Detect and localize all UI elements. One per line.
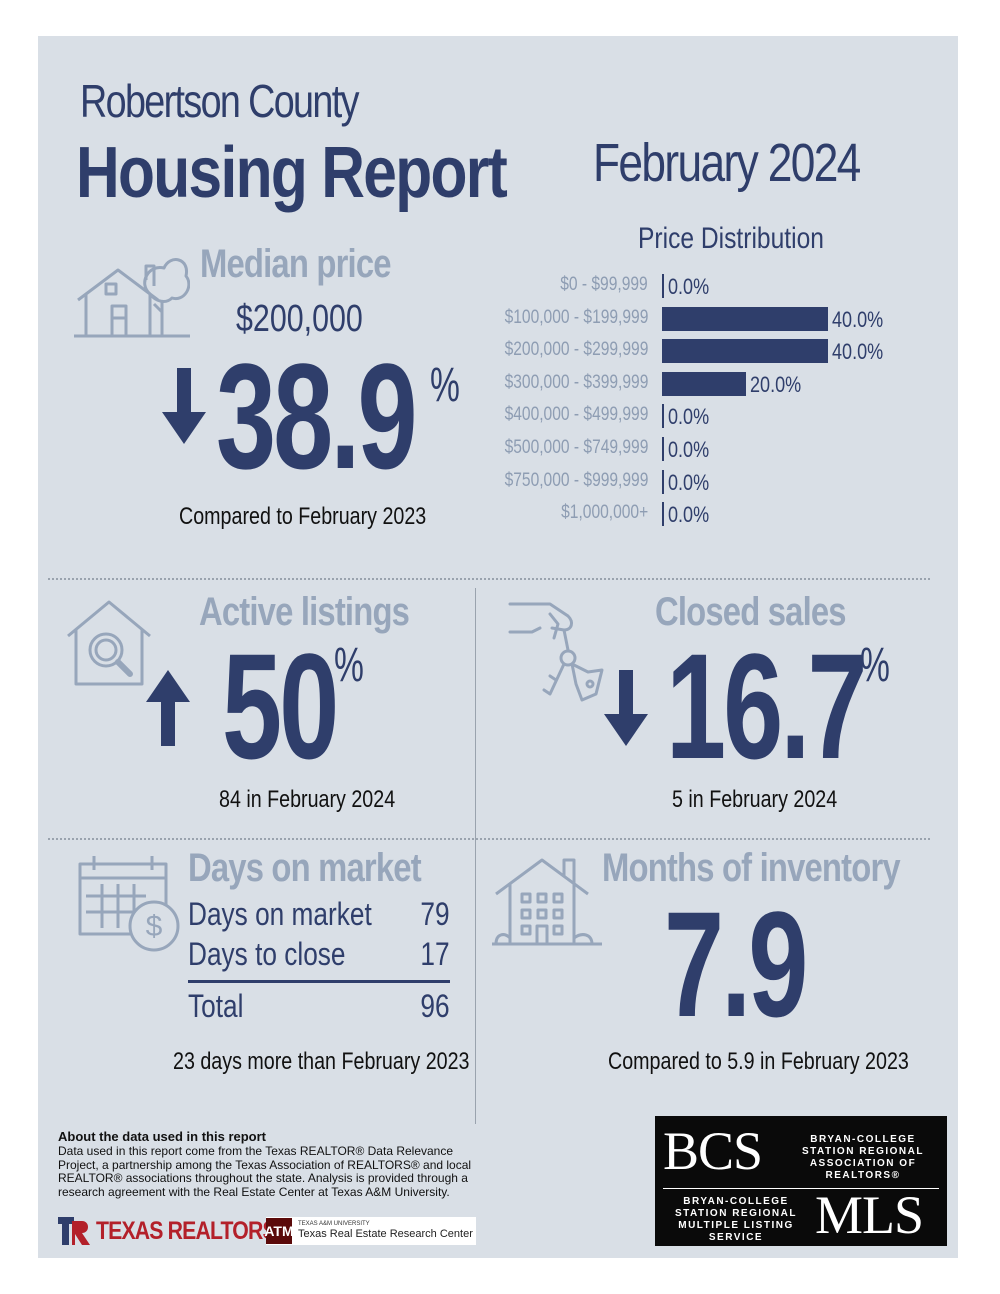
divider-vertical [475, 588, 476, 1124]
price-bar [664, 339, 828, 364]
price-bar-row: $100,000 - $199,999 40.0% [418, 305, 938, 335]
price-bar-value: 0.0% [668, 437, 710, 462]
median-price-change: 38.9 [216, 332, 418, 500]
months-inventory-caption: Compared to 5.9 in February 2023 [608, 1048, 909, 1075]
texas-realtors-logo: TEXAS REALTORS [58, 1216, 308, 1246]
house-tree-icon [74, 258, 190, 338]
report-title: Housing Report [76, 133, 508, 213]
house-search-icon [67, 600, 151, 686]
price-bar [664, 371, 746, 396]
price-bar-label: $500,000 - $749,999 [504, 437, 648, 458]
county-title: Robertson County [80, 75, 359, 127]
active-listings-change-unit: % [334, 639, 364, 692]
bcs-text: BCS [663, 1121, 763, 1181]
hand-keys-icon [508, 602, 604, 702]
price-bar-row: $500,000 - $749,999 0.0% [418, 435, 938, 465]
arrow-down-icon [162, 368, 206, 444]
total-value: 96 [420, 988, 450, 1024]
price-bar-row: $200,000 - $299,999 40.0% [418, 337, 938, 367]
price-bar-label: $100,000 - $199,999 [504, 306, 648, 328]
price-bar-row: $0 - $99,999 0.0% [418, 272, 938, 302]
bcs-logo-divider [663, 1188, 939, 1189]
price-bar-value: 0.0% [668, 274, 710, 299]
price-bar-label: $1,000,000+ [560, 502, 648, 524]
active-listings-change: 50 [222, 622, 339, 790]
price-bar-value: 0.0% [668, 469, 710, 495]
total-divider [188, 980, 450, 983]
median-price-value: $200,000 [236, 298, 363, 340]
price-bar-row: $300,000 - $399,999 20.0% [418, 370, 938, 400]
price-distribution-title: Price Distribution [638, 222, 824, 255]
bcs-mls-logo: BCS BRYAN-COLLEGE STATION REGIONAL ASSOC… [655, 1116, 947, 1246]
price-bar-axis [662, 274, 664, 298]
dom-row-value: 79 [420, 896, 450, 932]
price-bar-row: $400,000 - $499,999 0.0% [418, 402, 938, 432]
price-bar-value: 20.0% [750, 371, 802, 397]
price-bar-axis [662, 469, 664, 494]
closed-sales-label: Closed sales [655, 590, 847, 634]
months-inventory-label: Months of inventory [602, 846, 901, 890]
about-text: Data used in this report come from the T… [58, 1144, 472, 1199]
apartment-building-icon [492, 858, 602, 946]
report-panel: Robertson County Housing Report February… [38, 36, 958, 1258]
texas-realtors-text: TEXAS REALTORS [96, 1216, 277, 1245]
price-bar-axis [662, 306, 664, 331]
tamu-center-text: Texas Real Estate Research Center [298, 1228, 473, 1240]
tamu-logo: ATM TEXAS A&M UNIVERSITY Texas Real Esta… [264, 1217, 476, 1245]
calendar-dollar-icon: $ [78, 856, 180, 952]
price-bar-value: 0.0% [668, 502, 710, 528]
days-on-market-label: Days on market [188, 846, 422, 890]
days-on-market-caption: 23 days more than February 2023 [173, 1048, 470, 1075]
bcs-association-text: BRYAN-COLLEGE STATION REGIONAL ASSOCIATI… [802, 1134, 924, 1181]
closed-sales-caption: 5 in February 2024 [672, 786, 838, 813]
price-bar-label: $750,000 - $999,999 [504, 469, 648, 491]
arrow-up-icon [146, 670, 190, 746]
price-bar-label: $300,000 - $399,999 [504, 371, 648, 393]
dtc-row-label: Days to close [188, 936, 346, 972]
price-bar-label: $400,000 - $499,999 [504, 404, 648, 426]
closed-sales-change-unit: % [860, 639, 890, 692]
arrow-down-icon [604, 670, 648, 746]
price-bar-axis [662, 371, 664, 396]
price-bar-row: $1,000,000+ 0.0% [418, 500, 938, 530]
mls-description-text: BRYAN-COLLEGE STATION REGIONAL MULTIPLE … [675, 1196, 797, 1243]
price-bar [664, 306, 828, 331]
about-title: About the data used in this report [58, 1129, 267, 1144]
price-bar-value: 0.0% [668, 404, 710, 430]
price-bar-axis [662, 437, 664, 461]
price-bar-axis [662, 404, 664, 429]
report-period: February 2024 [593, 133, 861, 193]
price-bar-axis [662, 502, 664, 527]
median-price-comparison: Compared to February 2023 [179, 503, 427, 530]
price-bar-value: 40.0% [832, 306, 884, 332]
median-price-change-unit: % [430, 359, 460, 412]
dtc-row-value: 17 [420, 936, 450, 972]
months-inventory-value: 7.9 [664, 880, 808, 1048]
price-bar-axis [662, 339, 664, 364]
median-price-label: Median price [200, 242, 391, 286]
price-bar-value: 40.0% [832, 339, 884, 365]
divider-middle [48, 838, 930, 840]
dom-row-label: Days on market [188, 896, 372, 932]
texas-realtors-mark-icon [58, 1217, 90, 1245]
tamu-small-text: TEXAS A&M UNIVERSITY [298, 1221, 370, 1227]
price-bar-label: $0 - $99,999 [560, 274, 648, 295]
closed-sales-change: 16.7 [666, 622, 868, 790]
price-bar-row: $750,000 - $999,999 0.0% [418, 468, 938, 498]
price-bar-label: $200,000 - $299,999 [504, 339, 648, 361]
total-label: Total [188, 988, 244, 1024]
active-listings-label: Active listings [199, 590, 410, 634]
mls-text: MLS [815, 1185, 924, 1245]
divider-top [48, 578, 930, 580]
tamu-mark-icon: ATM [264, 1218, 294, 1244]
svg-text:$: $ [146, 910, 163, 943]
active-listings-caption: 84 in February 2024 [219, 786, 396, 813]
